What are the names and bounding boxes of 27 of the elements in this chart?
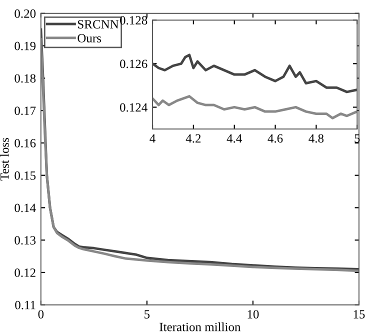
y-tick-label: 0.11 bbox=[15, 300, 36, 310]
y-tick-label: 0.19 bbox=[14, 42, 36, 50]
x-tick-label: 4.4 bbox=[226, 134, 242, 143]
y-tick-label: 0.18 bbox=[14, 74, 36, 83]
legend-label: Ours bbox=[78, 34, 102, 42]
x-tick-label: 4 bbox=[150, 134, 156, 143]
x-tick-label: 4.2 bbox=[186, 134, 201, 143]
y-tick-label: 0.12 bbox=[14, 268, 36, 277]
line-series bbox=[152, 95, 358, 120]
y-tick-label: 0.13 bbox=[14, 236, 36, 245]
x-tick-label: 10 bbox=[248, 310, 259, 319]
y-tick-label: 0.17 bbox=[14, 106, 36, 116]
y-tick-label: 0.20 bbox=[14, 9, 36, 18]
line-series bbox=[152, 54, 358, 94]
y-tick-label: 0.124 bbox=[120, 103, 148, 112]
y-tick-label: 0.16 bbox=[14, 138, 36, 148]
x-tick-label: 4.8 bbox=[308, 134, 324, 143]
y-tick-label: 0.126 bbox=[120, 60, 148, 68]
x-axis-title: Iteration million bbox=[160, 322, 241, 332]
y-tick-label: 0.15 bbox=[14, 171, 36, 180]
x-tick-label: 15 bbox=[354, 310, 365, 319]
y-axis-title: Test loss bbox=[0, 138, 9, 181]
legend-label: SRCNN bbox=[78, 20, 119, 29]
y-tick-label: 0.14 bbox=[14, 204, 36, 212]
x-tick-label: 5 bbox=[144, 310, 150, 319]
x-tick-label: 4.6 bbox=[268, 134, 283, 143]
x-tick-label: 0 bbox=[38, 310, 44, 319]
